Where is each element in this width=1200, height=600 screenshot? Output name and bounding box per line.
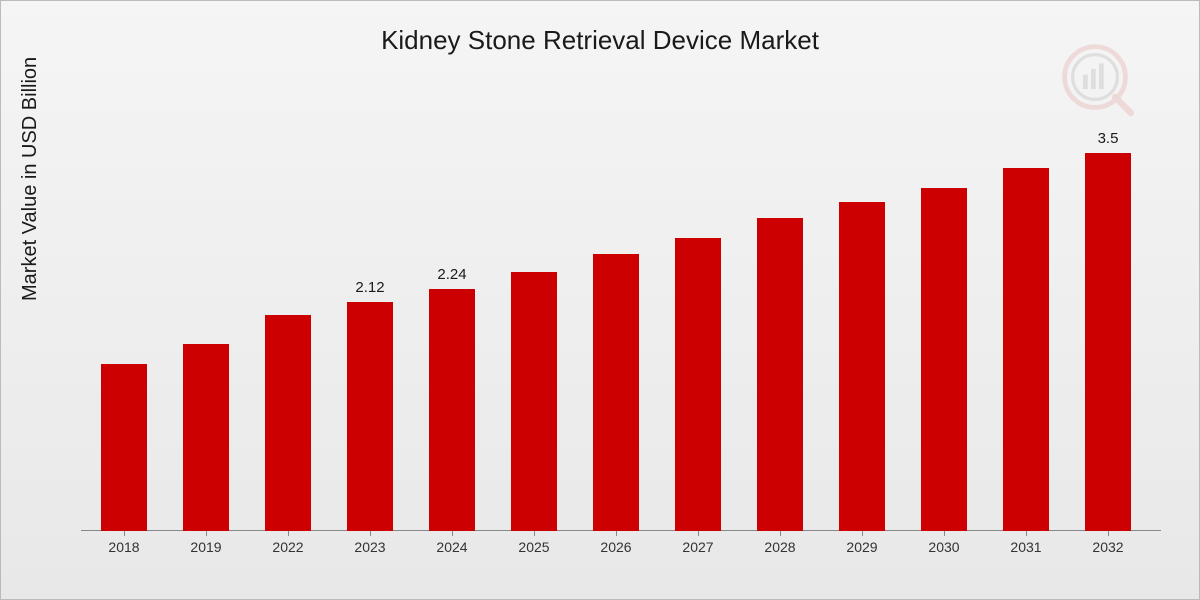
bar bbox=[347, 302, 393, 531]
bar bbox=[183, 344, 229, 531]
chart-title: Kidney Stone Retrieval Device Market bbox=[1, 25, 1199, 56]
x-axis-label: 2018 bbox=[94, 539, 154, 555]
bar-value-label: 2.24 bbox=[422, 266, 482, 283]
bar bbox=[101, 364, 147, 531]
x-axis-label: 2024 bbox=[422, 539, 482, 555]
x-tick bbox=[1108, 531, 1109, 536]
x-tick bbox=[862, 531, 863, 536]
bar bbox=[265, 315, 311, 531]
x-tick bbox=[1026, 531, 1027, 536]
x-tick bbox=[616, 531, 617, 536]
bar bbox=[593, 254, 639, 531]
x-axis-label: 2022 bbox=[258, 539, 318, 555]
bar bbox=[1085, 153, 1131, 531]
bar bbox=[1003, 168, 1049, 531]
chart-container: Kidney Stone Retrieval Device Market Mar… bbox=[0, 0, 1200, 600]
x-axis-label: 2027 bbox=[668, 539, 728, 555]
x-axis-label: 2031 bbox=[996, 539, 1056, 555]
x-tick bbox=[780, 531, 781, 536]
x-axis-label: 2028 bbox=[750, 539, 810, 555]
bar-value-label: 3.5 bbox=[1078, 130, 1138, 147]
bar bbox=[921, 188, 967, 531]
bar bbox=[839, 202, 885, 531]
x-tick bbox=[452, 531, 453, 536]
bar bbox=[429, 289, 475, 531]
y-axis-label: Market Value in USD Billion bbox=[19, 57, 42, 301]
x-tick bbox=[124, 531, 125, 536]
x-axis-labels: 2018 2019 2022 2023 2024 2025 2026 2027 2028 2029… bbox=[81, 539, 1161, 569]
plot-area: 2.12 2.24 3.5 bbox=[81, 121, 1161, 531]
bar bbox=[675, 238, 721, 531]
x-axis-label: 2026 bbox=[586, 539, 646, 555]
x-axis-label: 2032 bbox=[1078, 539, 1138, 555]
x-tick bbox=[534, 531, 535, 536]
bar bbox=[757, 218, 803, 531]
bar-value-label: 2.12 bbox=[340, 279, 400, 296]
x-tick bbox=[698, 531, 699, 536]
x-axis-label: 2019 bbox=[176, 539, 236, 555]
x-tick bbox=[944, 531, 945, 536]
x-axis-label: 2029 bbox=[832, 539, 892, 555]
x-axis-label: 2023 bbox=[340, 539, 400, 555]
x-tick bbox=[370, 531, 371, 536]
x-tick bbox=[206, 531, 207, 536]
x-axis-label: 2030 bbox=[914, 539, 974, 555]
watermark-logo bbox=[1059, 41, 1139, 121]
x-tick bbox=[288, 531, 289, 536]
x-axis-label: 2025 bbox=[504, 539, 564, 555]
bar bbox=[511, 272, 557, 531]
